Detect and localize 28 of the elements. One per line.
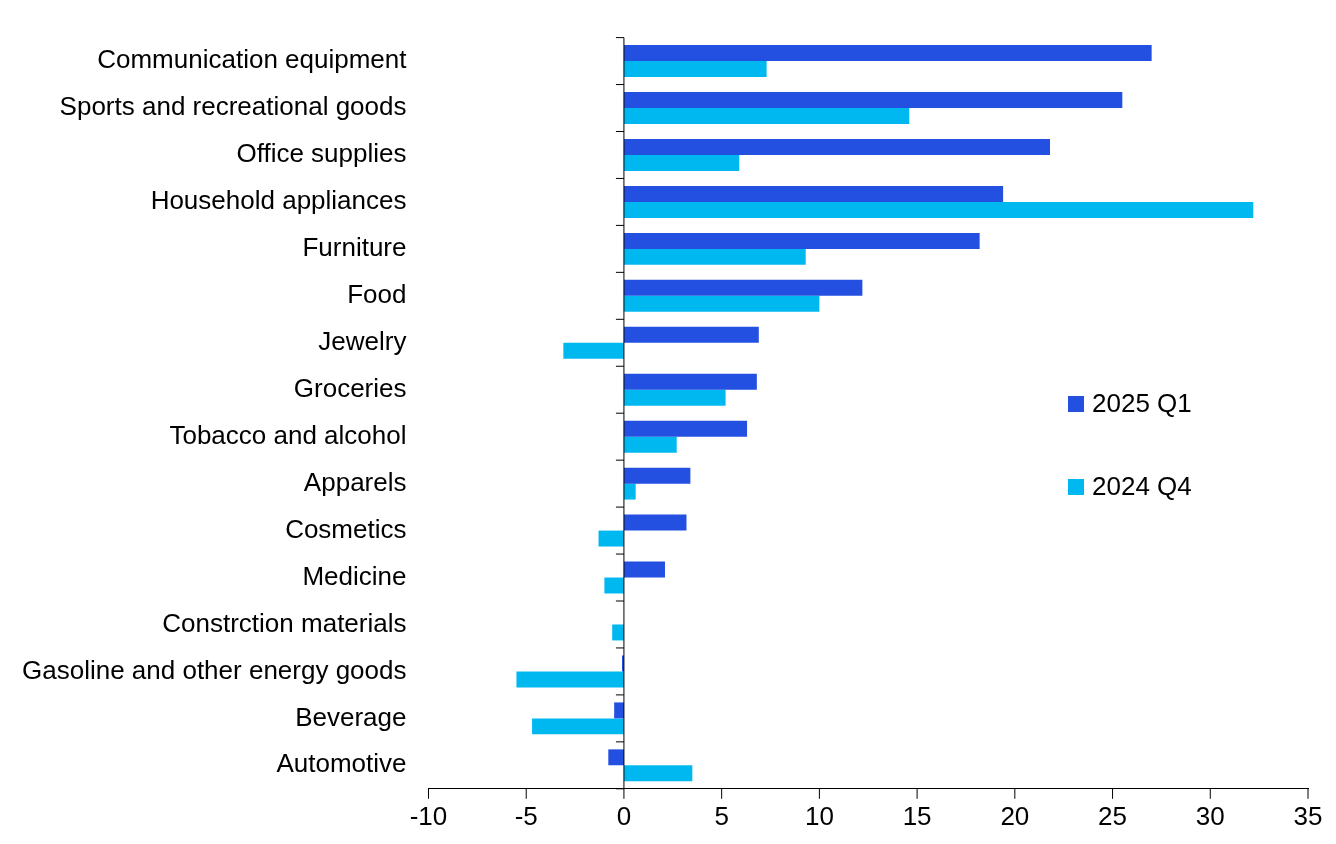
y-tick-label: Tobacco and alcohol: [169, 419, 407, 450]
y-tick-label: Apparels: [303, 466, 407, 497]
x-tick-label: -5: [514, 800, 538, 831]
x-tick-label: 15: [902, 800, 932, 831]
y-tick-label: Cosmetics: [285, 513, 407, 544]
legend-label: 2024 Q4: [1092, 471, 1192, 502]
x-tick-label: -10: [409, 800, 448, 831]
y-tick-label: Household appliances: [150, 185, 407, 216]
legend-label: 2025 Q1: [1092, 388, 1192, 419]
y-tick-label: Automotive: [276, 748, 407, 779]
y-tick-label: Medicine: [302, 560, 407, 591]
y-tick-label: Constrction materials: [162, 607, 407, 638]
x-tick-label: 25: [1098, 800, 1128, 831]
y-tick-label: Sports and recreational goods: [59, 91, 407, 122]
x-tick-label: 10: [804, 800, 834, 831]
y-tick-label: Gasoline and other energy goods: [21, 654, 407, 685]
x-tick-label: 0: [616, 800, 632, 831]
y-tick-label: Groceries: [293, 372, 407, 403]
x-tick-label: 5: [714, 800, 729, 831]
x-tick-label: 35: [1293, 800, 1323, 831]
y-tick-label: Furniture: [302, 232, 407, 263]
y-tick-label: Beverage: [295, 701, 407, 732]
x-tick-label: 20: [1000, 800, 1030, 831]
y-tick-label: Jewelry: [318, 325, 407, 356]
y-tick-label: Office supplies: [236, 138, 407, 169]
x-tick-label: 30: [1195, 800, 1225, 831]
y-tick-label: Communication equipment: [97, 44, 408, 75]
y-tick-label: Food: [347, 279, 407, 309]
